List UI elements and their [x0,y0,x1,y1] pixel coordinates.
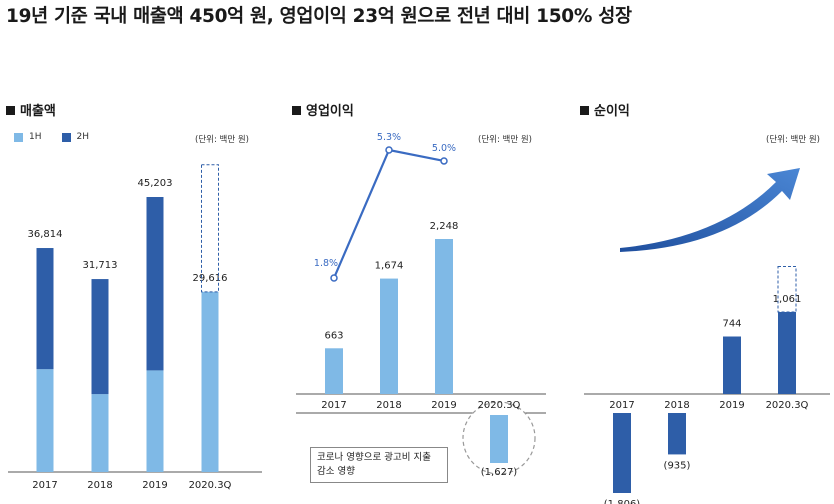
revenue-bar-2h [91,279,109,395]
operating-profit-value-label: 1,674 [375,261,404,272]
revenue-category-label: 2018 [87,480,112,491]
net-income-bar [778,312,796,394]
net-income-section-title: 순이익 [580,100,630,119]
net-income-projection-dashed-box [777,265,797,313]
operating-margin-label: 5.0% [432,143,456,154]
net-income-bar [613,413,631,493]
covid-annotation-note: 코로나 영향으로 광고비 지출 감소 영향 [310,447,448,483]
operating-margin-point [440,157,448,165]
net-income-title-text: 순이익 [594,104,630,119]
square-bullet-icon [292,106,301,115]
revenue-bar-2h [36,248,54,370]
revenue-bar-2h [146,197,164,371]
revenue-category-label: 2020.3Q [189,480,232,491]
revenue-bar-1h [201,291,219,472]
revenue-total-label: 29,616 [193,273,228,284]
revenue-total-label: 31,713 [83,260,118,271]
operating-margin-label: 1.8% [314,258,338,269]
revenue-bar-1h [91,394,109,472]
operating-profit-title-text: 영업이익 [306,104,354,119]
operating-profit-category-label: 2018 [376,400,401,411]
legend-label-1h: 1H [29,132,42,142]
operating-margin-line [332,148,445,279]
operating-profit-value-label: (1,627) [481,467,518,478]
operating-profit-unit-label: (단위: 백만 원) [478,135,533,145]
legend-item-1h: 1H [14,132,42,142]
square-bullet-icon [580,106,589,115]
operating-profit-bar [325,348,343,394]
revenue-unit-label: (단위: 백만 원) [195,135,250,145]
net-income-value-label: (935) [664,460,691,471]
legend-swatch-1h [14,132,23,142]
operating-margin-label: 5.3% [377,132,401,143]
net-income-value-label: (1,806) [604,499,641,504]
operating-profit-bar [435,239,453,394]
operating-profit-category-label: 2019 [431,400,456,411]
net-income-category-label: 2020.3Q [766,400,809,411]
square-bullet-icon [6,106,15,115]
operating-margin-point [385,146,393,154]
page-title: 19년 기준 국내 매출액 450억 원, 영업이익 23억 원으로 전년 대비… [6,6,632,27]
net-income-value-label: 744 [722,318,741,329]
net-income-bar [723,336,741,394]
operating-profit-bar [380,278,398,394]
operating-profit-value-label: 2,248 [430,221,459,232]
net-income-category-label: 2017 [609,400,634,411]
operating-profit-category-label: 2017 [321,400,346,411]
operating-profit-bar-negative [490,415,508,463]
operating-profit-category-label: 2020.3Q [478,400,521,411]
net-income-value-label: 1,061 [773,294,802,305]
revenue-bar-1h [146,370,164,472]
growth-arrow-icon [620,168,800,252]
legend-label-2h: 2H [76,132,90,142]
revenue-category-label: 2017 [32,480,57,491]
revenue-section-title: 매출액 [6,100,56,119]
revenue-category-label: 2019 [142,480,167,491]
revenue-title-text: 매출액 [20,104,56,119]
operating-profit-section-title: 영업이익 [292,100,354,119]
legend-swatch-2h [61,132,71,142]
revenue-projection-dashed-box [201,164,219,293]
net-income-unit-label: (단위: 백만 원) [766,135,821,145]
revenue-total-label: 36,814 [28,229,63,240]
net-income-category-label: 2018 [664,400,689,411]
revenue-legend: 1H 2H [14,132,109,142]
operating-profit-value-label: 663 [324,330,343,341]
operating-margin-point [330,274,338,282]
revenue-total-label: 45,203 [138,178,173,189]
legend-item-2h: 2H [61,132,90,142]
net-income-bar [668,413,686,455]
net-income-category-label: 2019 [719,400,744,411]
revenue-bar-1h [36,369,54,472]
